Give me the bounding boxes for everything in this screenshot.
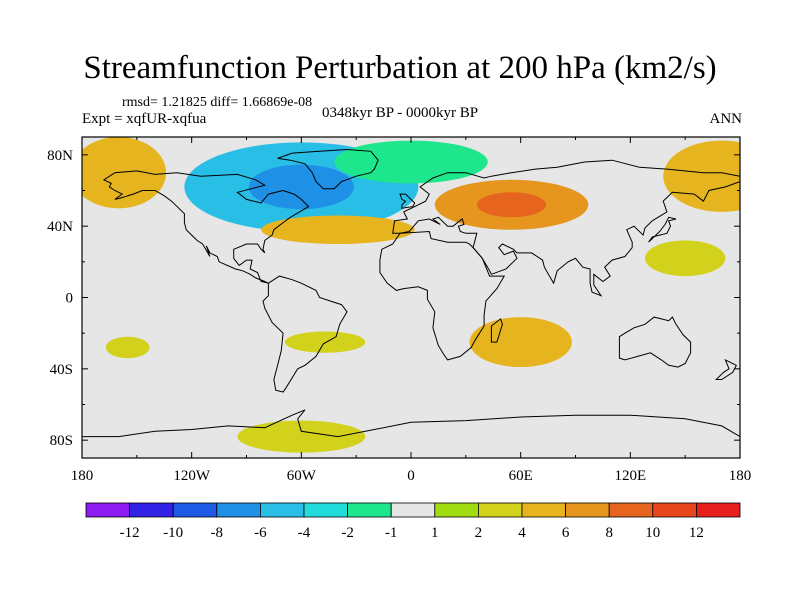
coastline-new-zealand — [714, 358, 737, 380]
coastline-antarctica — [82, 409, 740, 438]
anomaly-region-10 — [701, 302, 740, 357]
x-tick-label: 180 — [729, 468, 752, 484]
y-tick-label: 80S — [50, 433, 73, 449]
colorbar-label: -2 — [341, 525, 354, 541]
colorbar-box — [216, 502, 261, 518]
colorbar-box — [129, 502, 174, 518]
coastline-south-america — [262, 275, 348, 393]
anomaly-region-6 — [644, 240, 726, 277]
colorbar-box — [565, 502, 610, 518]
coastline-greenland — [277, 148, 379, 190]
coastline-madagascar — [490, 318, 503, 343]
colorbar-box — [347, 502, 392, 518]
colorbar-box — [696, 502, 741, 518]
coastline-north-america — [102, 170, 310, 284]
colorbar-box — [521, 502, 566, 518]
colorbar-box — [477, 502, 523, 518]
colorbar-label: -6 — [254, 525, 267, 541]
stats-label: rmsd= 1.21825 diff= 1.66869e-08 — [122, 95, 313, 110]
coastline-japan — [648, 216, 677, 243]
x-tick-label: 180 — [71, 468, 94, 484]
colorbar-box — [390, 502, 436, 518]
colorbar-box — [608, 502, 654, 518]
season-label: ANN — [709, 111, 743, 127]
y-tick-label: 80N — [47, 148, 73, 164]
coastline-africa — [379, 230, 506, 361]
experiment-label: Expt = xqfUR-xqfua — [82, 111, 207, 127]
anomaly-region-11 — [284, 331, 366, 353]
colorbar-box — [259, 502, 305, 518]
x-tick-label: 120W — [173, 468, 211, 484]
colorbar-label: 1 — [431, 525, 439, 541]
period-label: 0348kyr BP - 0000kyr BP — [322, 105, 479, 121]
colorbar-box — [172, 502, 218, 518]
colorbar-label: -8 — [211, 525, 224, 541]
anomaly-region-12 — [237, 420, 366, 453]
colorbar-box — [303, 502, 348, 518]
anomaly-region-8 — [105, 336, 150, 359]
y-tick-label: 40S — [50, 362, 73, 378]
y-tick-label: 40N — [47, 219, 73, 235]
x-tick-label: 0 — [407, 468, 415, 484]
coastline-eurasia — [392, 159, 740, 297]
x-tick-label: 60E — [509, 468, 533, 484]
colorbar-label: 10 — [645, 525, 660, 541]
colorbar-box — [85, 502, 130, 518]
colorbar-label: 4 — [518, 525, 526, 541]
anomaly-core-0 — [248, 164, 354, 210]
colorbar-label: 6 — [562, 525, 570, 541]
colorbar-label: 8 — [605, 525, 613, 541]
anomaly-core-4 — [303, 222, 373, 237]
colorbar-label: 12 — [689, 525, 704, 541]
coastline-uk — [399, 193, 416, 209]
anomaly-region-7 — [242, 252, 397, 278]
anomaly-core-9 — [497, 329, 544, 355]
anomaly-core-5 — [476, 192, 547, 218]
colorbar-box — [652, 502, 697, 518]
coastline-australia — [618, 316, 692, 368]
colorbar-label: -4 — [298, 525, 311, 541]
colorbar-label: -10 — [163, 525, 183, 541]
x-tick-label: 60W — [287, 468, 317, 484]
anomaly-region-1 — [334, 140, 488, 184]
chart-title: Streamfunction Perturbation at 200 hPa (… — [83, 50, 717, 86]
y-tick-label: 0 — [66, 291, 74, 307]
x-tick-label: 120E — [614, 468, 646, 484]
colorbar-label: -1 — [385, 525, 398, 541]
coastlines — [82, 148, 740, 438]
colorbar-box — [434, 502, 479, 518]
colorbar-label: 2 — [475, 525, 483, 541]
colorbar-label: -12 — [120, 525, 140, 541]
